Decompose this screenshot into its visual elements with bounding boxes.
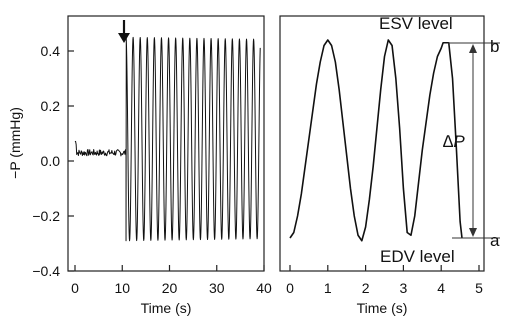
left-y-tick-label: −0.2 bbox=[32, 208, 60, 224]
left-y-tick-label: 0.2 bbox=[41, 98, 61, 114]
right-x-tick-label: 1 bbox=[324, 280, 332, 296]
point-a-label: a bbox=[490, 231, 500, 250]
delta-p-arrow bbox=[469, 44, 477, 237]
esv-level-label: ESV level bbox=[379, 14, 453, 33]
delta-p-label: ∆P bbox=[443, 132, 465, 151]
left-x-tick-label: 40 bbox=[256, 280, 272, 296]
right-x-ticks: 0 1 2 3 4 5 bbox=[286, 265, 483, 296]
left-y-tick-label: −0.4 bbox=[32, 263, 60, 279]
right-x-axis-title: Time (s) bbox=[357, 300, 408, 316]
left-y-tick-label: 0.0 bbox=[41, 153, 61, 169]
right-x-tick-label: 2 bbox=[362, 280, 370, 296]
left-panel: 0.4 0.2 0.0 −0.2 −0.4 0 10 20 30 40 −P (mmHg) Ti… bbox=[7, 15, 272, 316]
edv-level-label: EDV level bbox=[380, 247, 455, 266]
left-x-tick-label: 30 bbox=[209, 280, 225, 296]
stimulus-arrow bbox=[118, 20, 130, 43]
left-y-axis-title: −P (mmHg) bbox=[7, 107, 23, 179]
right-plot-frame bbox=[279, 15, 485, 272]
right-x-tick-label: 3 bbox=[400, 280, 408, 296]
left-y-tick-label: 0.4 bbox=[41, 43, 61, 59]
left-x-tick-label: 0 bbox=[71, 280, 79, 296]
left-x-tick-label: 10 bbox=[114, 280, 130, 296]
left-x-ticks: 0 10 20 30 40 bbox=[71, 265, 272, 296]
left-pressure-trace bbox=[74, 36, 261, 242]
right-x-tick-label: 5 bbox=[475, 280, 483, 296]
right-x-tick-label: 0 bbox=[286, 280, 294, 296]
left-x-axis-title: Time (s) bbox=[141, 300, 192, 316]
right-x-tick-label: 4 bbox=[437, 280, 445, 296]
left-y-ticks: 0.4 0.2 0.0 −0.2 −0.4 bbox=[32, 43, 74, 279]
right-pressure-trace bbox=[289, 39, 463, 242]
point-b-label: b bbox=[490, 37, 499, 56]
left-x-tick-label: 20 bbox=[162, 280, 178, 296]
left-plot-frame bbox=[67, 15, 265, 272]
